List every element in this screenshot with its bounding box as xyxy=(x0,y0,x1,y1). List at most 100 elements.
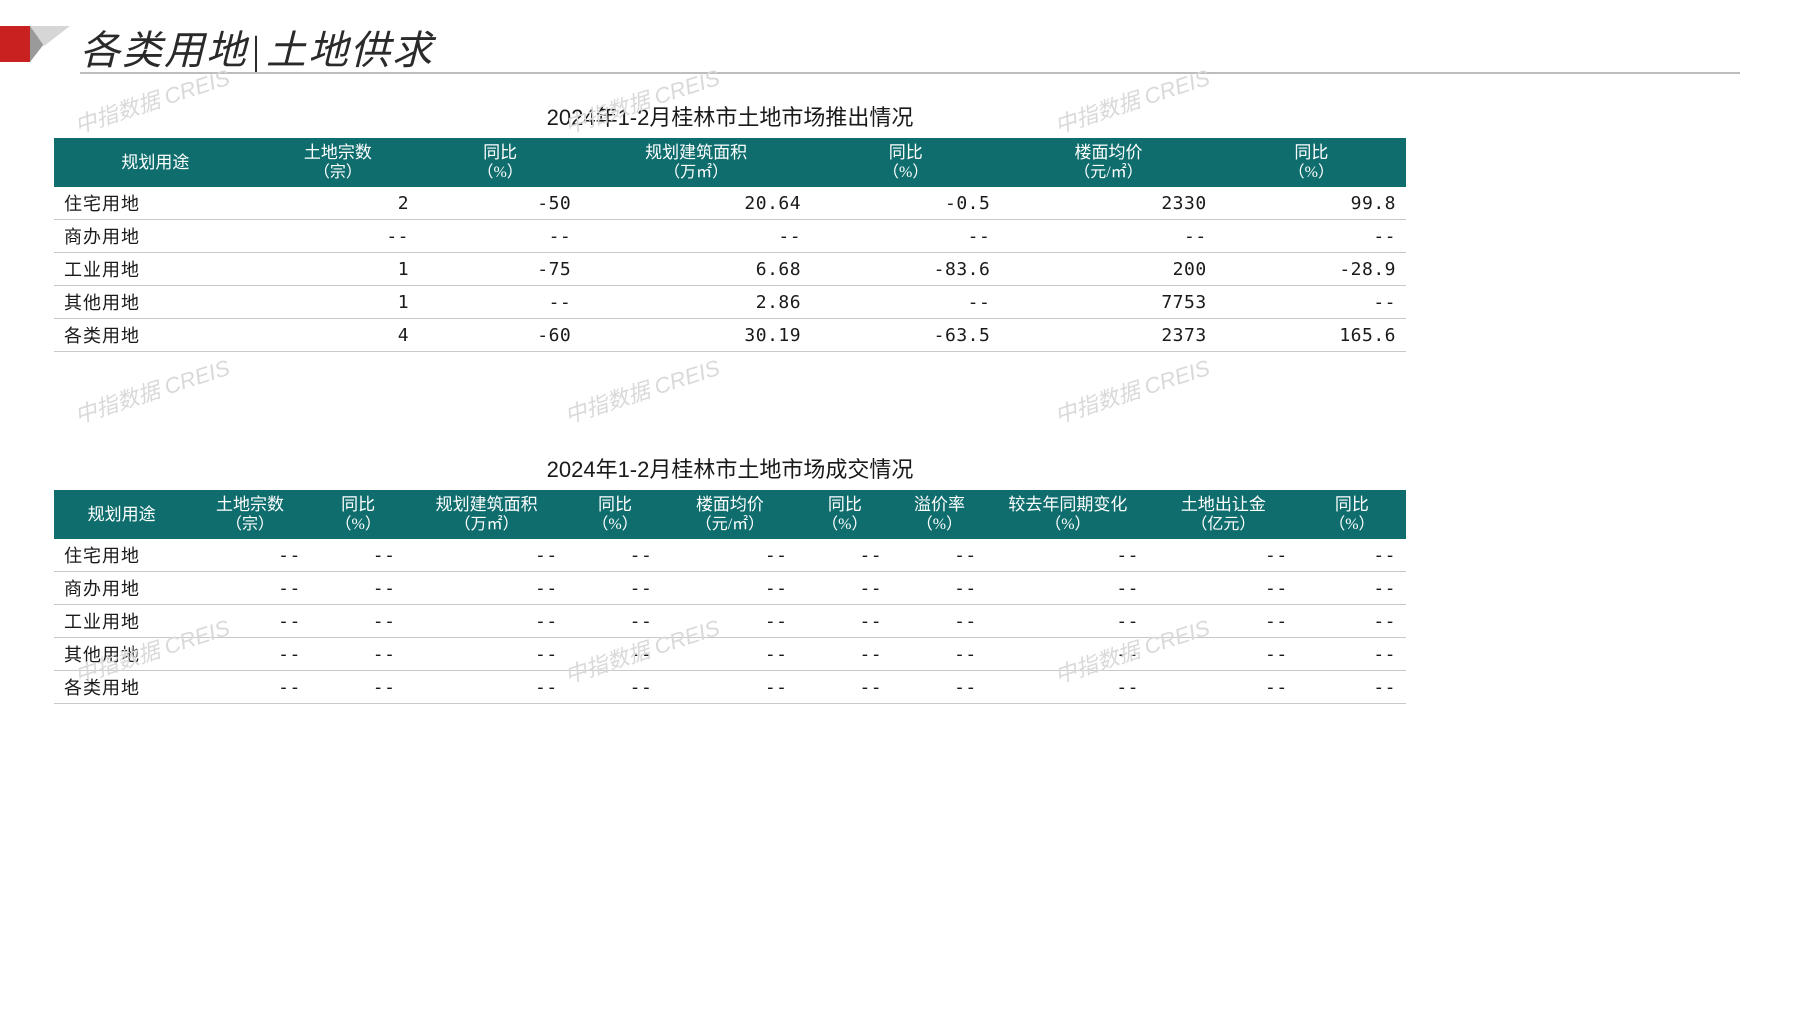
table1-cell: -- xyxy=(811,220,1000,253)
table2-col-0: 规划用途 xyxy=(54,490,189,539)
table1-cell: -- xyxy=(811,286,1000,319)
table2-row: 工业用地-------------------- xyxy=(54,605,1406,638)
table2-row: 其他用地-------------------- xyxy=(54,638,1406,671)
table2-cell: -- xyxy=(662,605,797,638)
table2-cell: -- xyxy=(662,638,797,671)
section-transaction: 2024年1-2月桂林市土地市场成交情况 规划用途土地宗数（宗）同比（%）规划建… xyxy=(54,452,1406,704)
table2-col-8: 较去年同期变化（%） xyxy=(987,490,1149,539)
table1-row-label: 其他用地 xyxy=(54,286,257,319)
table2-cell: -- xyxy=(1149,539,1298,572)
table2-cell: -- xyxy=(311,572,406,605)
table2-cell: -- xyxy=(1149,671,1298,704)
table1-cell: 1 xyxy=(257,286,419,319)
table1-col-5: 楼面均价（元/㎡） xyxy=(1000,138,1216,187)
table2-cell: -- xyxy=(662,671,797,704)
table2-header-row: 规划用途土地宗数（宗）同比（%）规划建筑面积（万㎡）同比（%）楼面均价（元/㎡）… xyxy=(54,490,1406,539)
table2-cell: -- xyxy=(568,638,663,671)
table2-cell: -- xyxy=(1149,638,1298,671)
table2-cell: -- xyxy=(892,572,987,605)
table2-cell: -- xyxy=(987,671,1149,704)
table2-cell: -- xyxy=(405,638,567,671)
table1: 规划用途土地宗数（宗）同比（%）规划建筑面积（万㎡）同比（%）楼面均价（元/㎡）… xyxy=(54,138,1406,352)
table1-cell: 7753 xyxy=(1000,286,1216,319)
table2-cell: -- xyxy=(311,638,406,671)
table2-col-10: 同比（%） xyxy=(1298,490,1406,539)
table1-row-label: 工业用地 xyxy=(54,253,257,286)
table1-col-2: 同比（%） xyxy=(419,138,581,187)
table2-cell: -- xyxy=(189,671,311,704)
table1-cell: -- xyxy=(419,220,581,253)
table2-cell: -- xyxy=(405,572,567,605)
table2-cell: -- xyxy=(189,605,311,638)
page-title-left: 各类用地 xyxy=(80,28,248,73)
table2-cell: -- xyxy=(987,539,1149,572)
table2-cell: -- xyxy=(1298,605,1406,638)
table2-col-7: 溢价率（%） xyxy=(892,490,987,539)
table2-col-4: 同比（%） xyxy=(568,490,663,539)
table1-cell: -- xyxy=(419,286,581,319)
table2-cell: -- xyxy=(311,671,406,704)
table2-cell: -- xyxy=(798,539,893,572)
logo xyxy=(0,18,70,66)
table1-row: 商办用地------------ xyxy=(54,220,1406,253)
table2: 规划用途土地宗数（宗）同比（%）规划建筑面积（万㎡）同比（%）楼面均价（元/㎡）… xyxy=(54,490,1406,704)
table1-title: 2024年1-2月桂林市土地市场推出情况 xyxy=(54,100,1406,132)
table2-col-1: 土地宗数（宗） xyxy=(189,490,311,539)
table1-cell: 99.8 xyxy=(1217,187,1406,220)
table2-cell: -- xyxy=(662,539,797,572)
table1-col-4: 同比（%） xyxy=(811,138,1000,187)
table1-row: 其他用地1--2.86--7753-- xyxy=(54,286,1406,319)
table1-cell: 2 xyxy=(257,187,419,220)
table1-row-label: 住宅用地 xyxy=(54,187,257,220)
table2-cell: -- xyxy=(189,572,311,605)
table2-row: 住宅用地-------------------- xyxy=(54,539,1406,572)
table2-cell: -- xyxy=(189,638,311,671)
table1-row-label: 各类用地 xyxy=(54,319,257,352)
table2-col-5: 楼面均价（元/㎡） xyxy=(662,490,797,539)
table1-cell: -83.6 xyxy=(811,253,1000,286)
table2-cell: -- xyxy=(892,671,987,704)
table1-cell: -28.9 xyxy=(1217,253,1406,286)
table1-row: 住宅用地2-5020.64-0.5233099.8 xyxy=(54,187,1406,220)
table2-cell: -- xyxy=(568,605,663,638)
table2-cell: -- xyxy=(662,572,797,605)
table1-cell: 4 xyxy=(257,319,419,352)
table2-cell: -- xyxy=(798,605,893,638)
table1-header-row: 规划用途土地宗数（宗）同比（%）规划建筑面积（万㎡）同比（%）楼面均价（元/㎡）… xyxy=(54,138,1406,187)
table2-cell: -- xyxy=(311,605,406,638)
table2-cell: -- xyxy=(568,671,663,704)
table1-cell: 20.64 xyxy=(581,187,811,220)
table2-row-label: 商办用地 xyxy=(54,572,189,605)
table2-cell: -- xyxy=(405,671,567,704)
table2-cell: -- xyxy=(1298,638,1406,671)
table1-cell: -- xyxy=(1000,220,1216,253)
table1-row: 各类用地4-6030.19-63.52373165.6 xyxy=(54,319,1406,352)
table2-cell: -- xyxy=(987,605,1149,638)
table1-row-label: 商办用地 xyxy=(54,220,257,253)
watermark: 中指数据 CREIS xyxy=(70,350,233,430)
table1-cell: 2373 xyxy=(1000,319,1216,352)
table2-cell: -- xyxy=(1298,671,1406,704)
table1-cell: -60 xyxy=(419,319,581,352)
table1-col-0: 规划用途 xyxy=(54,138,257,187)
table2-cell: -- xyxy=(568,572,663,605)
table2-cell: -- xyxy=(987,572,1149,605)
table2-cell: -- xyxy=(892,539,987,572)
table2-cell: -- xyxy=(311,539,406,572)
table2-row-label: 工业用地 xyxy=(54,605,189,638)
page-title: 各类用地|土地供求 xyxy=(80,18,434,76)
table2-cell: -- xyxy=(1149,605,1298,638)
table2-cell: -- xyxy=(892,605,987,638)
table1-cell: 2.86 xyxy=(581,286,811,319)
table1-cell: -0.5 xyxy=(811,187,1000,220)
table2-cell: -- xyxy=(798,671,893,704)
table2-cell: -- xyxy=(1298,539,1406,572)
table1-cell: 200 xyxy=(1000,253,1216,286)
table2-col-9: 土地出让金（亿元） xyxy=(1149,490,1298,539)
table1-col-1: 土地宗数（宗） xyxy=(257,138,419,187)
table1-cell: 30.19 xyxy=(581,319,811,352)
table2-cell: -- xyxy=(405,539,567,572)
table2-col-6: 同比（%） xyxy=(798,490,893,539)
table1-cell: 1 xyxy=(257,253,419,286)
table1-cell: -- xyxy=(581,220,811,253)
